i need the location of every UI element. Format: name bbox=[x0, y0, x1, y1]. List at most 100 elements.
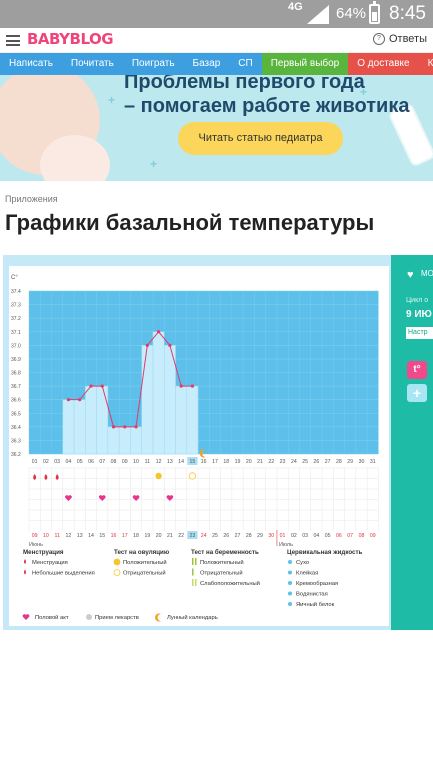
legend-cervical-icon bbox=[288, 560, 292, 564]
legend-item: Небольшие выделения bbox=[32, 571, 95, 577]
calendar-day-label: 16 bbox=[111, 533, 117, 539]
legend-item: Положительный bbox=[123, 559, 167, 566]
nav-item-delivery[interactable]: О доставке bbox=[348, 53, 419, 75]
y-tick-label: 36.5 bbox=[11, 411, 21, 417]
x-tick-label: 19 bbox=[235, 459, 241, 465]
ovulation-negative-icon bbox=[188, 472, 197, 480]
temperature-line bbox=[68, 330, 193, 428]
legend-item: Слабоположительный bbox=[200, 580, 260, 587]
x-tick-label: 02 bbox=[43, 459, 49, 465]
legend-item: Водянистая bbox=[296, 592, 328, 598]
x-tick-label: 08 bbox=[111, 459, 117, 465]
battery-percent: 64% bbox=[336, 5, 367, 22]
temperature-bar bbox=[118, 426, 131, 455]
x-tick-label: 04 bbox=[66, 459, 72, 465]
x-tick-label: 06 bbox=[88, 459, 94, 465]
legend-item: Сухо bbox=[296, 560, 309, 566]
ad-banner[interactable]: + + + Проблемы первого года – помогаем р… bbox=[0, 75, 433, 181]
x-tick-label: 12 bbox=[156, 459, 162, 465]
add-icon[interactable]: + bbox=[407, 384, 427, 402]
highlight-day-box bbox=[187, 457, 198, 465]
nav-item-first-choice[interactable]: Первый выбор bbox=[261, 53, 349, 75]
nav-item-read[interactable]: Почитать bbox=[70, 58, 114, 69]
nav-item-sp[interactable]: СП bbox=[238, 58, 253, 69]
calendar-day-label: 01 bbox=[280, 533, 286, 539]
intercourse-heart-icon bbox=[98, 495, 106, 501]
temperature-point bbox=[100, 384, 104, 388]
y-tick-label: 37.2 bbox=[11, 316, 21, 322]
calendar-day-label: 27 bbox=[235, 533, 241, 539]
nav-item-play[interactable]: Поиграть bbox=[131, 58, 175, 69]
x-tick-label: 26 bbox=[313, 459, 319, 465]
x-tick-label: 27 bbox=[325, 459, 331, 465]
calendar-day-label: 05 bbox=[325, 533, 331, 539]
x-tick-label: 11 bbox=[145, 459, 150, 465]
temperature-bar bbox=[107, 426, 120, 455]
intercourse-heart-icon bbox=[65, 495, 72, 501]
legend-item: Отрицательный bbox=[200, 570, 243, 577]
menstruation-drop-icon bbox=[55, 474, 59, 480]
calendar-day-label: 23 bbox=[190, 533, 196, 539]
temperature-bar bbox=[175, 385, 188, 455]
menu-icon[interactable] bbox=[6, 35, 20, 46]
menstruation-drop-icon bbox=[44, 474, 48, 480]
main-nav: Написать Почитать Поиграть Базар СП Перв… bbox=[0, 53, 433, 75]
decor-icon: + bbox=[150, 157, 158, 171]
legend-ovulation-icon bbox=[113, 569, 121, 576]
calendar-day-label: 06 bbox=[336, 533, 342, 539]
legend-heart-icon bbox=[22, 614, 30, 620]
cycle-date: 9 ИЮ bbox=[406, 309, 432, 320]
y-tick-label: 36.6 bbox=[11, 398, 21, 404]
legend-pregnancy-icon bbox=[192, 558, 194, 565]
legend-ovulation-icon bbox=[113, 558, 121, 566]
settings-button[interactable]: Настр bbox=[406, 327, 433, 339]
calendar-day-label: 29 bbox=[257, 533, 263, 539]
legend-item: Половой акт bbox=[35, 614, 69, 621]
read-article-button[interactable]: Читать статью педиатра bbox=[178, 122, 343, 155]
legend-cervical-icon bbox=[288, 581, 292, 585]
banner-line-2: – помогаем работе животика bbox=[124, 95, 410, 117]
calendar-day-label: 07 bbox=[347, 533, 353, 539]
top-bar: BABYBLOG ? Ответы bbox=[0, 28, 433, 53]
x-tick-label: 13 bbox=[167, 459, 173, 465]
answers-link[interactable]: ? Ответы bbox=[372, 33, 427, 45]
temperature-bar bbox=[130, 426, 142, 455]
calendar-day-label: 26 bbox=[223, 533, 229, 539]
x-tick-label: 01 bbox=[32, 459, 38, 465]
x-tick-label: 10 bbox=[133, 459, 139, 465]
temperature-point bbox=[190, 384, 195, 388]
legend-pregnancy-icon bbox=[192, 568, 194, 576]
nav-item-bazaar[interactable]: Базар bbox=[192, 58, 221, 69]
page-title: Графики базальной температуры bbox=[5, 210, 375, 235]
calendar-day-label: 04 bbox=[313, 533, 319, 539]
temperature-point bbox=[168, 343, 172, 347]
legend-item: Кремообразная bbox=[296, 581, 338, 587]
x-tick-label: 14 bbox=[178, 459, 184, 465]
logo[interactable]: BABYBLOG bbox=[27, 30, 114, 48]
temperature-point bbox=[157, 330, 161, 334]
temperature-icon[interactable]: t° bbox=[407, 361, 427, 379]
legend-item: Клейкая bbox=[296, 570, 318, 577]
calendar-day-label: 21 bbox=[167, 533, 173, 539]
lunar-moon-icon bbox=[199, 449, 206, 458]
temperature-bar bbox=[85, 385, 97, 455]
legend-item: Положительный bbox=[200, 559, 244, 566]
calendar-day-label: 22 bbox=[178, 533, 184, 539]
nav-item-write[interactable]: Написать bbox=[9, 58, 53, 69]
battery-icon bbox=[369, 1, 380, 24]
calendar-day-label: 30 bbox=[268, 533, 274, 539]
calendar-day-label: 14 bbox=[88, 533, 94, 539]
y-tick-label: 36.3 bbox=[11, 438, 21, 444]
calendar-day-label: 09 bbox=[32, 533, 38, 539]
legend-pregnancy-icon bbox=[192, 579, 194, 586]
y-tick-label: 36.7 bbox=[11, 384, 21, 390]
calendar-day-label: 25 bbox=[212, 533, 218, 539]
heart-icon: ♥ bbox=[407, 269, 414, 281]
nav-item-contest[interactable]: Конкурс уже bbox=[418, 53, 433, 75]
temperature-bar bbox=[163, 345, 176, 455]
x-tick-label: 18 bbox=[223, 459, 229, 465]
temperature-point bbox=[78, 398, 82, 402]
legend-title: Тест на беременность bbox=[191, 549, 259, 556]
breadcrumb[interactable]: Приложения bbox=[5, 194, 58, 204]
month-label: Июль bbox=[279, 542, 293, 548]
